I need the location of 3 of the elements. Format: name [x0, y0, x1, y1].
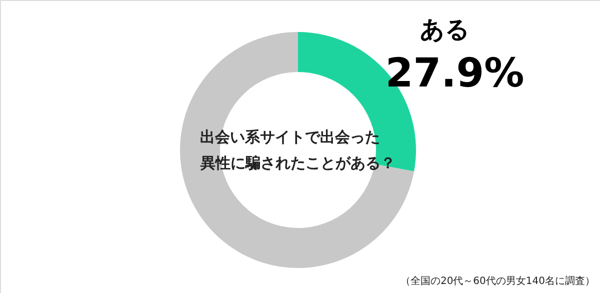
slice-label: ある [420, 15, 470, 44]
data-label: 27.9% [385, 50, 524, 96]
text: （全国の20代～60代の男女140名に調査） [400, 275, 595, 287]
